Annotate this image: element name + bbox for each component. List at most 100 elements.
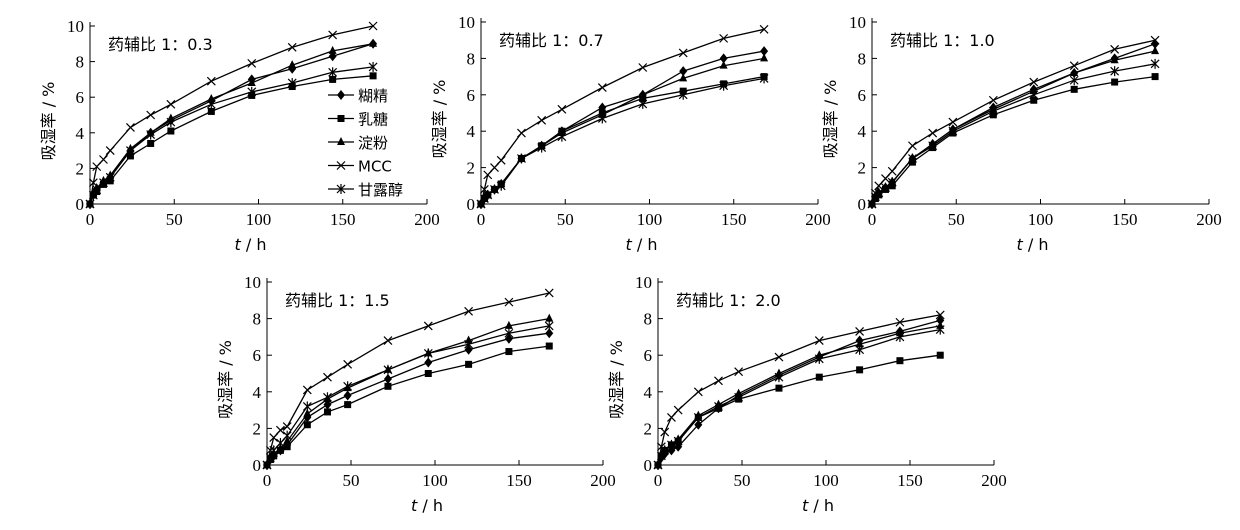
y-tick-label: 10 (458, 13, 475, 32)
y-axis-label: 吸湿率 / % (39, 82, 58, 161)
y-tick-label: 6 (467, 86, 476, 105)
data-point (424, 357, 433, 368)
data-point (464, 339, 474, 350)
data-point (282, 430, 292, 441)
data-point (343, 390, 352, 401)
chart-title: 药辅比 1：0.3 (108, 35, 213, 54)
data-point (126, 152, 134, 160)
series-line (480, 75, 765, 205)
y-tick-label: 8 (253, 310, 262, 329)
series-line (871, 50, 1156, 205)
data-point (269, 445, 279, 456)
data-point (597, 83, 607, 92)
data-point (673, 405, 683, 415)
data-point (105, 146, 115, 156)
data-point (206, 76, 216, 86)
y-tick-label: 10 (849, 13, 866, 32)
data-point (1070, 85, 1078, 93)
series-line (480, 28, 765, 205)
x-tick-label: 100 (422, 471, 448, 490)
data-point (302, 401, 312, 412)
data-point (166, 117, 176, 128)
legend-marker (337, 115, 345, 122)
y-tick-label: 4 (858, 122, 867, 141)
data-point (1151, 38, 1160, 49)
x-tick-label: 0 (263, 471, 272, 490)
data-point (276, 425, 285, 435)
x-tick-label: 0 (654, 471, 663, 490)
x-axis-variable: t (802, 496, 809, 515)
data-point (423, 348, 433, 359)
series-triangle (477, 53, 769, 207)
x-tick-label: 50 (343, 471, 360, 490)
data-point (1150, 35, 1160, 45)
data-point (85, 199, 95, 209)
data-point (936, 351, 944, 359)
chart-title: 药辅比 1：1.5 (285, 291, 390, 310)
data-point (855, 344, 865, 355)
legend-item: 淀粉 (328, 134, 388, 152)
data-point (814, 353, 824, 364)
data-point (288, 60, 297, 69)
x-axis-variable: t (1017, 235, 1024, 254)
y-tick-label: 4 (644, 383, 653, 402)
y-tick-label: 8 (467, 49, 476, 68)
series-star (653, 324, 945, 470)
data-point (908, 153, 917, 164)
data-point (719, 53, 728, 64)
x-axis-variable: t (235, 235, 242, 254)
series-diamond (86, 38, 378, 209)
data-point (490, 163, 499, 173)
data-point (167, 127, 175, 135)
legend-label: 乳糖 (358, 111, 388, 129)
data-point (760, 53, 769, 62)
data-point (207, 107, 215, 115)
data-point (1151, 46, 1160, 55)
data-point (105, 172, 115, 183)
y-tick-label: 6 (858, 86, 867, 105)
data-point (908, 141, 917, 151)
data-point (714, 376, 723, 386)
data-point (1030, 96, 1038, 104)
chart-title: 药辅比 1：1.0 (890, 31, 995, 50)
data-point (207, 93, 216, 102)
x-tick-label: 200 (414, 210, 440, 229)
y-axis-label: 吸湿率 / % (821, 80, 840, 159)
y-tick-label: 2 (644, 419, 653, 438)
data-point (693, 387, 703, 397)
data-point (328, 45, 337, 54)
data-point (928, 140, 938, 151)
series-line (657, 325, 941, 466)
data-point (679, 73, 688, 82)
legend-marker (337, 137, 345, 145)
data-point (483, 189, 493, 200)
x-tick-label: 100 (246, 210, 272, 229)
data-point (206, 99, 216, 110)
data-point (465, 360, 473, 368)
y-tick-label: 8 (76, 53, 85, 72)
y-tick-label: 4 (253, 383, 262, 402)
data-point (166, 99, 176, 109)
data-point (323, 372, 332, 382)
y-tick-label: 6 (644, 346, 653, 365)
x-tick-label: 50 (557, 210, 574, 229)
data-point (734, 392, 744, 403)
legend-label: MCC (358, 158, 392, 176)
y-tick-label: 0 (467, 195, 476, 214)
y-tick-label: 4 (467, 122, 476, 141)
data-point (895, 317, 905, 327)
data-point (1150, 58, 1160, 69)
data-point (383, 364, 393, 375)
legend-item: MCC (328, 158, 392, 176)
data-point (303, 421, 311, 429)
legend-item: 糊精 (328, 87, 388, 105)
data-point (667, 412, 676, 422)
series-x (476, 24, 769, 209)
x-tick-label: 50 (734, 471, 751, 490)
x-tick-label: 100 (637, 210, 663, 229)
data-point (887, 166, 897, 176)
data-point (660, 445, 670, 456)
data-point (1029, 77, 1039, 87)
data-point (887, 177, 897, 188)
